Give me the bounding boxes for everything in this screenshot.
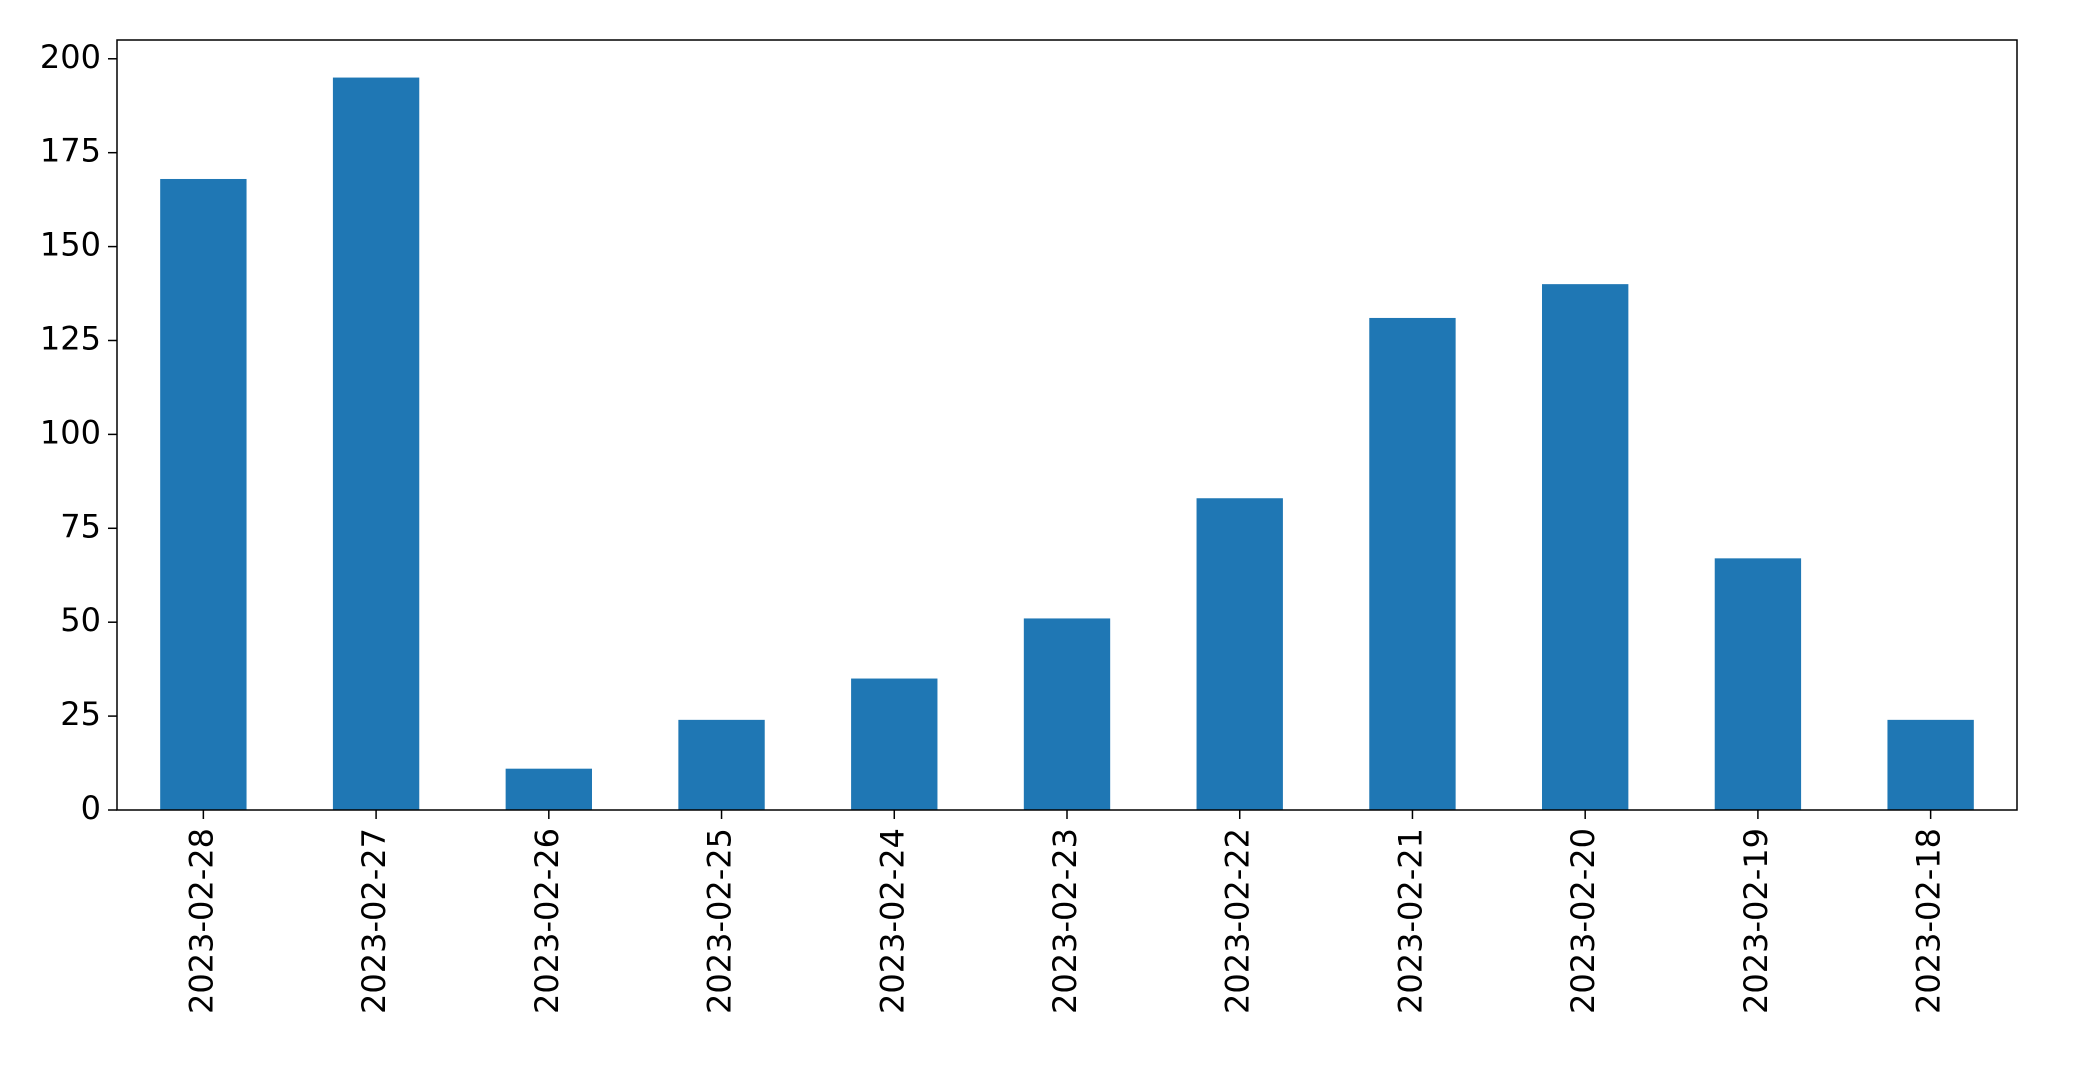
y-tick-label: 100 xyxy=(40,413,101,451)
y-axis: 0 25 50 75 100 125 150 175 200 xyxy=(40,38,117,827)
y-tick-label: 25 xyxy=(60,695,101,733)
bar-2023-02-23 xyxy=(1023,618,1111,810)
y-tick-label: 125 xyxy=(40,319,101,357)
y-tick-label: 175 xyxy=(40,132,101,170)
bar-2023-02-25 xyxy=(678,719,765,810)
x-tick-label: 2023-02-18 xyxy=(1910,828,1948,1014)
y-tick-label: 150 xyxy=(40,226,101,264)
x-tick-label: 2023-02-20 xyxy=(1564,828,1602,1014)
x-tick-label: 2023-02-21 xyxy=(1391,828,1429,1014)
bar-2023-02-24 xyxy=(851,678,938,810)
bar-2023-02-22 xyxy=(1196,498,1283,810)
bar-2023-02-27 xyxy=(332,77,420,810)
bar-2023-02-19 xyxy=(1714,558,1802,810)
bar-2023-02-26 xyxy=(505,768,592,810)
y-tick-label: 0 xyxy=(81,789,101,827)
x-tick-label: 2023-02-25 xyxy=(701,828,739,1014)
bar-2023-02-21 xyxy=(1369,317,1456,810)
x-tick-label: 2023-02-26 xyxy=(528,828,566,1014)
y-tick-label: 75 xyxy=(60,507,101,545)
bar-2023-02-20 xyxy=(1542,284,1629,810)
y-tick-label: 50 xyxy=(60,601,101,639)
x-axis: 2023-02-28 2023-02-27 2023-02-26 2023-02-25… xyxy=(182,810,1948,1014)
bar-2023-02-18 xyxy=(1887,719,1974,810)
x-tick-label: 2023-02-19 xyxy=(1737,828,1775,1014)
bars-layer xyxy=(160,77,1974,811)
y-tick-label: 200 xyxy=(40,38,101,76)
x-tick-label: 2023-02-28 xyxy=(182,828,220,1014)
x-tick-label: 2023-02-24 xyxy=(873,828,911,1014)
bar-2023-02-28 xyxy=(160,178,247,811)
plot-frame xyxy=(116,39,2018,811)
x-tick-label: 2023-02-22 xyxy=(1219,828,1257,1014)
x-tick-label: 2023-02-23 xyxy=(1046,828,1084,1014)
x-tick-label: 2023-02-27 xyxy=(355,828,393,1014)
